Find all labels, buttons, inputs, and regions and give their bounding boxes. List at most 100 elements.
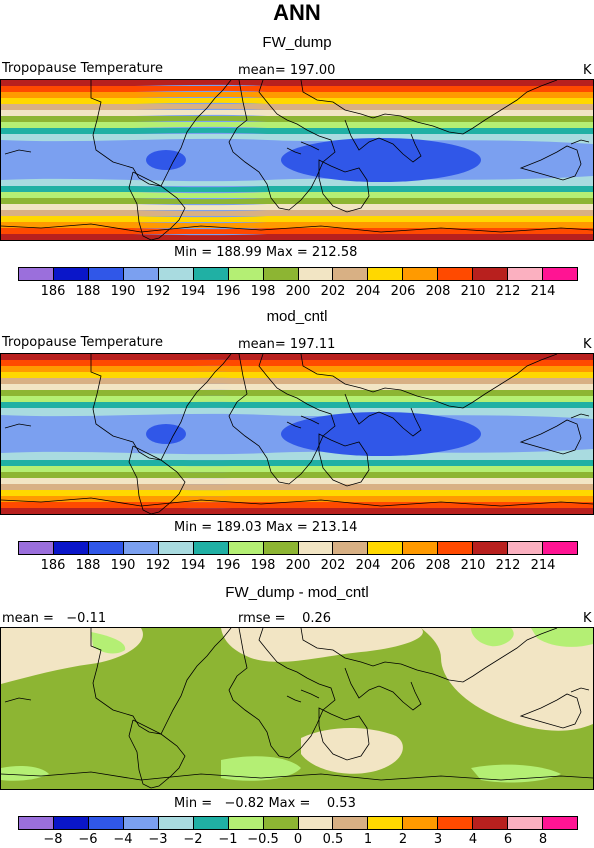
coastline (300, 628, 558, 683)
contour-fill (1, 473, 593, 484)
colorbar-tick-label: 1 (363, 832, 373, 847)
coastlines (1, 354, 593, 514)
contour-fill (1, 485, 593, 496)
contour-fill (1, 372, 593, 383)
coastline (318, 159, 370, 213)
coastlines (1, 80, 593, 240)
colorbar-swatch (473, 542, 509, 554)
coastline (1, 771, 593, 781)
panel-3-map (0, 627, 594, 790)
contour-fill (1, 98, 593, 108)
coastline (228, 628, 336, 759)
contour-fill (471, 764, 561, 783)
contour-fill (531, 628, 593, 647)
contour-fill (1, 766, 49, 781)
colorbar-tick-label: −4 (113, 832, 133, 847)
colorbar-tick-label: 202 (320, 284, 346, 299)
colorbar-tick-label: 0 (293, 832, 303, 847)
colorbar-tick-label: 204 (355, 284, 381, 299)
colorbar-tick-label: 2 (398, 832, 408, 847)
panel-2-title: mod_cntl (266, 308, 328, 325)
contour-fill (1, 134, 593, 144)
colorbar-swatch (158, 817, 194, 829)
colorbar-swatch (53, 817, 89, 829)
panel-3-units-label: K (583, 611, 592, 626)
contour-fill (1, 503, 593, 514)
panel-3-map-svg (1, 628, 593, 789)
contour-fill (1, 366, 593, 377)
coastline (4, 139, 590, 155)
colorbar-swatch (193, 817, 229, 829)
colorbar-swatch (19, 817, 54, 829)
colorbar-swatch (508, 542, 544, 554)
colorbar-tick-label: 206 (390, 558, 416, 573)
coastline (228, 80, 336, 211)
colorbar-tick-label: 212 (495, 284, 521, 299)
colorbar-swatch (298, 542, 334, 554)
colorbar-swatch (543, 542, 577, 554)
colorbar-swatch (438, 268, 474, 280)
contour-fill (1, 194, 593, 204)
colorbar-swatch (438, 542, 474, 554)
colorbar-tick-label: 190 (110, 558, 136, 573)
colorbar-swatch (403, 817, 439, 829)
contour-fill (281, 412, 481, 456)
colorbar-tick-label: 186 (40, 284, 66, 299)
colorbar-swatch (53, 542, 89, 554)
colorbar-tick-label: 8 (538, 832, 548, 847)
colorbar-swatch (333, 268, 369, 280)
colorbar-swatch (228, 542, 264, 554)
contour-fill (281, 138, 481, 182)
colorbar-swatch (193, 542, 229, 554)
contour-fill (301, 728, 403, 774)
coastline (519, 145, 582, 181)
coastline (4, 687, 590, 703)
coastline (318, 433, 370, 487)
coastline (128, 171, 186, 240)
colorbar-swatch (88, 268, 124, 280)
colorbar-tick-label: 196 (215, 284, 241, 299)
colorbar-tick-label: 198 (250, 284, 276, 299)
colorbar-tick-label: 210 (460, 558, 486, 573)
contour-fill (1, 80, 593, 90)
colorbar-tick-label: 190 (110, 284, 136, 299)
coastline (286, 689, 320, 703)
coastline (1, 223, 593, 233)
contour-fill (1, 122, 593, 132)
panel-1-title: FW_dump (262, 34, 332, 51)
colorbar-tick-label: 196 (215, 558, 241, 573)
contour-fill (1, 188, 593, 198)
contour-fill (1, 479, 593, 490)
coastline (128, 445, 186, 514)
panel-2-map (0, 353, 594, 515)
colorbar-tick-label: −1 (218, 832, 238, 847)
colorbar-tick-label: 192 (145, 558, 171, 573)
coastline (300, 80, 558, 135)
panel-1-map (0, 79, 594, 241)
colorbar-swatch (193, 268, 229, 280)
colorbar-swatch (298, 268, 334, 280)
contour-fill (221, 756, 301, 781)
colorbar-swatch (263, 542, 299, 554)
panel-3-rmse-label: rmse = 0.26 (238, 611, 332, 626)
colorbar-tick-label: 198 (250, 558, 276, 573)
colorbar-tick-label: 192 (145, 284, 171, 299)
colorbar-tick-label: 208 (425, 558, 451, 573)
coastline (228, 354, 336, 485)
contour-fill (421, 628, 593, 731)
contour-fill (1, 491, 593, 502)
panel-2-colorbar (18, 541, 578, 555)
coastline (90, 80, 232, 187)
colorbar-swatch (368, 268, 404, 280)
colorbar-tick-label: 204 (355, 558, 381, 573)
colorbar-tick-label: 188 (75, 558, 101, 573)
contour-fill (1, 200, 593, 210)
coastline (519, 419, 582, 455)
panel-2-mean-label: mean= 197.11 (238, 337, 336, 352)
colorbar-swatch (158, 268, 194, 280)
contour-fill (1, 116, 593, 126)
panel-2-variable-label: Tropopause Temperature (2, 335, 163, 350)
contour-fill (1, 384, 593, 395)
coastline (344, 667, 422, 711)
contour-fill (1, 92, 593, 102)
